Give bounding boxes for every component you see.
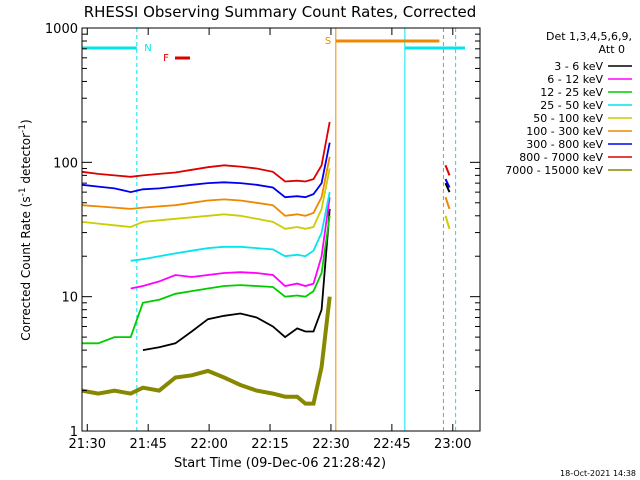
x-tick-label: 22:15 [251,437,288,452]
series-line-1 [130,197,331,290]
legend-label: 50 - 100 keV [533,112,603,125]
legend-subtitle: Att 0 [599,43,625,56]
series-line-2 [82,215,331,345]
flag-label-f: F [163,53,169,64]
series-late-segment-7 [444,164,451,176]
series-line-5 [81,156,331,217]
series-line-8 [81,296,332,406]
series-line-7 [81,121,331,183]
series-line-6 [81,142,331,199]
plot-frame [81,27,481,432]
legend-label: 300 - 800 keV [526,138,603,151]
flag-label-s: S [325,36,331,47]
x-tick-label: 22:00 [190,437,227,452]
flag-label-n: N [144,43,151,54]
y-tick-label: 10 [61,291,78,306]
series-late-segment-4 [444,215,451,230]
x-tick-label: 23:00 [434,437,471,452]
y-tick-label: 100 [53,156,78,171]
legend-title: Det 1,3,4,5,6,9, [546,30,632,43]
x-tick-label: 21:45 [129,437,166,452]
series-late-segment-6 [444,178,451,188]
x-axis: 21:30 21:45 22:00 22:15 22:30 22:45 23:00 [69,28,472,452]
series-line-0 [142,208,331,351]
series-late-segment-0 [444,182,451,193]
x-tick-label: 21:30 [69,437,106,452]
legend-label: 100 - 300 keV [526,125,603,138]
x-tick-label: 22:30 [312,437,349,452]
series-late-segment-5 [444,196,451,210]
footer-timestamp: 18-Oct-2021 14:38 [560,469,636,478]
x-tick-label: 22:45 [373,437,410,452]
legend-label: 7000 - 15000 keV [505,164,603,177]
legend-label: 12 - 25 keV [540,86,603,99]
legend-label: 6 - 12 keV [547,73,603,86]
x-axis-label: Start Time (09-Dec-06 21:28:42) [174,456,386,471]
y-axis: 1 10 100 1000 [45,22,480,440]
legend-label: 25 - 50 keV [540,99,603,112]
legend-label: 3 - 6 keV [554,60,603,73]
y-tick-label: 1000 [45,22,78,37]
y-axis-label: Corrected Count Rate (s-1 detector-1) [18,119,33,340]
y-tick-label: 1 [70,425,78,440]
chart-title: RHESSI Observing Summary Count Rates, Co… [84,3,477,21]
series-line-4 [81,168,331,230]
series-line-3 [130,191,331,262]
legend-label: 800 - 7000 keV [519,151,603,164]
plot-area: N F S [81,28,465,431]
